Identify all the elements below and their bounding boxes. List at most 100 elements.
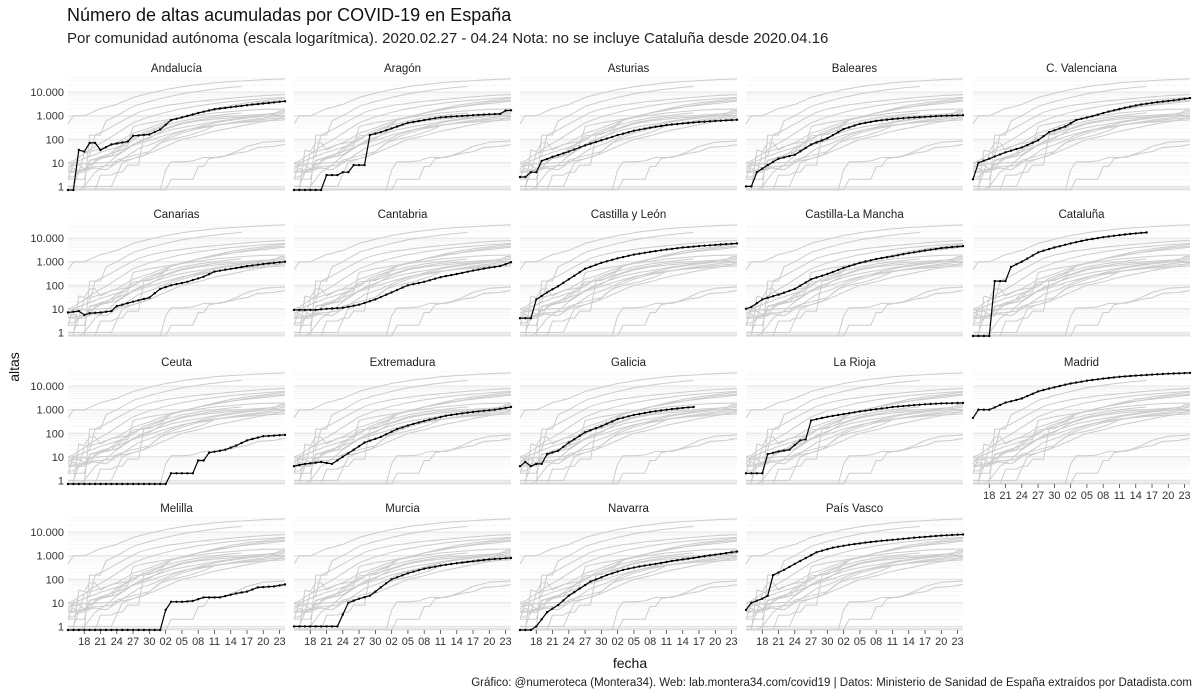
data-point bbox=[169, 600, 173, 603]
background-series-line bbox=[519, 552, 738, 613]
background-series-line bbox=[294, 111, 512, 191]
data-point bbox=[793, 287, 796, 291]
data-point bbox=[567, 278, 570, 281]
data-point bbox=[842, 127, 845, 131]
data-point bbox=[401, 426, 404, 429]
y-tick-label: 10 bbox=[52, 158, 64, 170]
data-point bbox=[940, 246, 943, 250]
data-point bbox=[336, 625, 339, 628]
data-point bbox=[229, 446, 232, 449]
data-point bbox=[676, 247, 679, 250]
data-point bbox=[869, 120, 872, 124]
background-series-line bbox=[972, 224, 1191, 271]
background-series-line bbox=[745, 94, 964, 171]
background-series-line bbox=[973, 402, 1191, 474]
x-tick-label: 20 bbox=[257, 636, 269, 648]
data-point bbox=[545, 157, 549, 161]
data-point bbox=[1123, 233, 1127, 236]
data-point bbox=[1102, 377, 1105, 380]
data-point bbox=[477, 559, 480, 562]
data-point bbox=[121, 482, 124, 486]
x-tick-label: 17 bbox=[467, 636, 479, 648]
data-point bbox=[605, 573, 608, 577]
data-point bbox=[842, 544, 845, 547]
data-point bbox=[1069, 122, 1072, 125]
background-series-line bbox=[973, 109, 1191, 191]
data-point bbox=[169, 284, 173, 287]
data-point bbox=[923, 403, 927, 406]
data-point bbox=[1167, 99, 1170, 103]
background-series-line bbox=[972, 78, 1191, 125]
data-point bbox=[142, 297, 146, 301]
background-series-line bbox=[745, 372, 964, 419]
data-point bbox=[692, 121, 695, 124]
data-point bbox=[1047, 387, 1051, 390]
data-point bbox=[1107, 110, 1110, 113]
data-point bbox=[104, 482, 108, 486]
background-series-line bbox=[67, 552, 242, 613]
data-point bbox=[632, 129, 636, 132]
data-point bbox=[83, 150, 86, 153]
data-point bbox=[956, 114, 959, 117]
data-point bbox=[670, 123, 674, 126]
data-point bbox=[164, 123, 167, 127]
data-point bbox=[412, 282, 415, 286]
background-series-line bbox=[520, 109, 738, 191]
data-point bbox=[1004, 401, 1007, 404]
data-point bbox=[858, 261, 862, 264]
data-point bbox=[929, 535, 932, 538]
panel: C. Valenciana bbox=[971, 63, 1192, 191]
data-point bbox=[1064, 243, 1067, 246]
background-series-line bbox=[746, 257, 964, 337]
data-point bbox=[218, 449, 222, 452]
data-point bbox=[330, 625, 334, 628]
data-point bbox=[643, 564, 646, 567]
data-point bbox=[368, 300, 372, 303]
data-point bbox=[665, 248, 668, 251]
data-point bbox=[594, 140, 598, 144]
background-series-line bbox=[746, 413, 964, 472]
panel: Cantabria bbox=[292, 209, 513, 337]
data-point bbox=[799, 284, 802, 287]
data-point bbox=[923, 115, 927, 119]
data-point bbox=[891, 405, 894, 409]
panel-title: Castilla y León bbox=[591, 209, 666, 221]
data-point bbox=[847, 126, 851, 129]
data-point bbox=[649, 250, 652, 254]
data-point bbox=[562, 152, 565, 155]
data-point bbox=[153, 292, 156, 295]
data-point bbox=[319, 460, 323, 464]
background-series-line bbox=[520, 261, 738, 311]
data-point bbox=[670, 247, 674, 251]
data-point bbox=[298, 308, 301, 312]
data-point bbox=[1150, 101, 1154, 105]
data-point bbox=[482, 113, 486, 116]
data-point bbox=[853, 124, 856, 127]
data-point bbox=[471, 560, 475, 563]
data-point bbox=[314, 625, 317, 628]
data-point bbox=[703, 244, 706, 247]
x-tick-label: 18 bbox=[983, 490, 995, 502]
data-point bbox=[131, 482, 135, 486]
background-series-line bbox=[519, 224, 738, 271]
data-point bbox=[218, 269, 222, 272]
x-tick-label: 08 bbox=[644, 636, 656, 648]
background-series-line bbox=[745, 78, 964, 125]
data-point bbox=[782, 449, 786, 452]
data-point bbox=[988, 334, 991, 338]
x-tick-label: 05 bbox=[1081, 490, 1093, 502]
data-point bbox=[649, 563, 652, 566]
data-point bbox=[1015, 263, 1018, 266]
background-series-line bbox=[745, 552, 920, 613]
data-point bbox=[977, 408, 980, 411]
data-point bbox=[455, 272, 458, 276]
background-series-line bbox=[68, 390, 286, 467]
data-point bbox=[934, 115, 938, 118]
data-point bbox=[918, 536, 921, 539]
data-point bbox=[945, 246, 948, 249]
background-series-line bbox=[68, 402, 286, 474]
data-point bbox=[504, 406, 507, 410]
x-tick-label: 21 bbox=[772, 636, 784, 648]
background-series-line bbox=[973, 254, 1191, 326]
data-point bbox=[99, 148, 102, 152]
